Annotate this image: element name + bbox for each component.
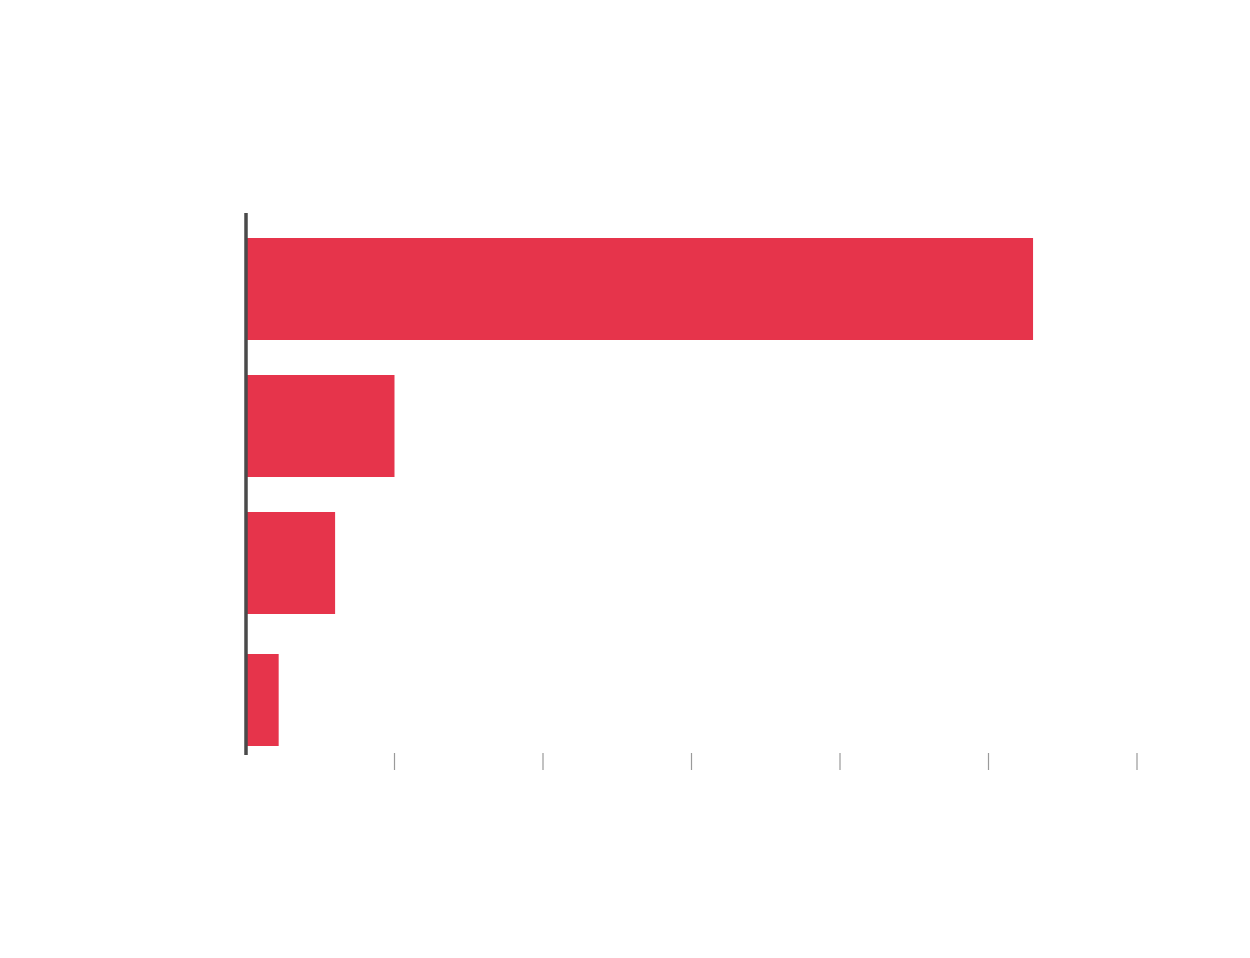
bar-1 <box>246 238 1034 340</box>
bar-3 <box>246 512 336 614</box>
bars-layer <box>246 238 1034 746</box>
bar-4 <box>246 654 279 746</box>
x-ticks-layer <box>393 753 1138 770</box>
bar-2 <box>246 375 395 477</box>
